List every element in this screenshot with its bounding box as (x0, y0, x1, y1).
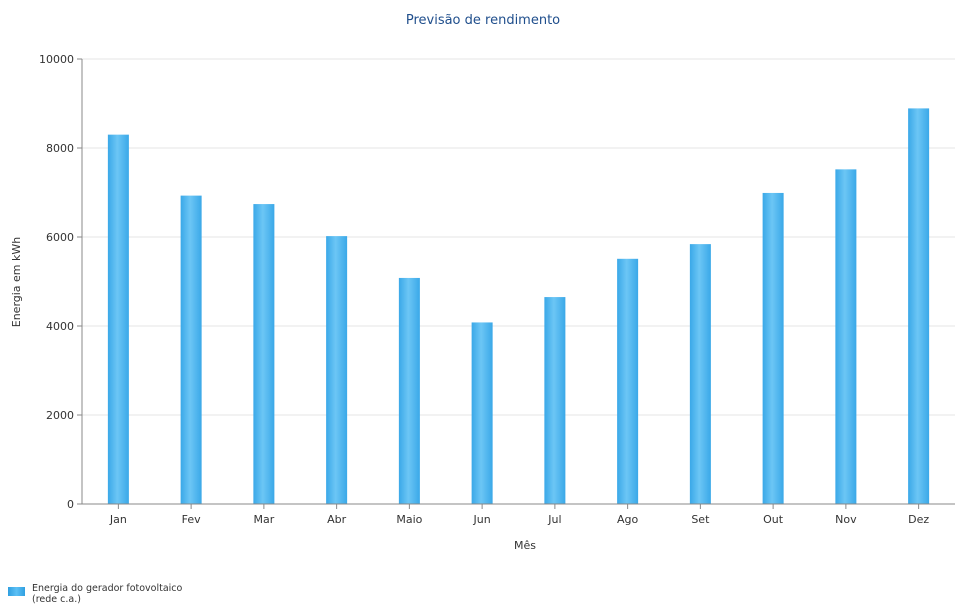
y-tick-label: 0 (67, 498, 74, 511)
x-axis-label: Mês (514, 539, 536, 552)
bar (180, 195, 202, 505)
y-tick-label: 6000 (46, 231, 74, 244)
y-tick-label: 10000 (39, 53, 74, 66)
bar (689, 244, 711, 504)
x-tick-label: Ago (617, 513, 639, 526)
y-tick-label: 8000 (46, 142, 74, 155)
x-tick-label: Jan (109, 513, 127, 526)
bar (107, 134, 129, 504)
x-tick-label: Fev (182, 513, 201, 526)
chart-title: Previsão de rendimento (406, 13, 560, 28)
y-tick-label: 2000 (46, 409, 74, 422)
legend: Energia do gerador fotovoltaico (rede c.… (8, 583, 202, 605)
legend-swatch (8, 587, 25, 596)
x-tick-label: Mar (253, 513, 274, 526)
x-tick-label: Maio (396, 513, 422, 526)
y-tick-labels: 0 2000 4000 6000 8000 10000 (39, 53, 82, 511)
bar (253, 204, 275, 504)
bar (835, 169, 857, 505)
bar (544, 297, 566, 504)
axes (81, 59, 955, 505)
x-tick-label: Jul (547, 513, 561, 526)
x-tick-label: Out (763, 513, 784, 526)
x-tick-label: Abr (327, 513, 347, 526)
x-tick-label: Jun (473, 513, 491, 526)
y-tick-label: 4000 (46, 320, 74, 333)
bar (617, 258, 639, 504)
y-axis-label: Energia em kWh (10, 237, 23, 328)
bar (326, 236, 348, 505)
legend-label: Energia do gerador fotovoltaico (rede c.… (32, 583, 183, 605)
x-tick-label: Set (691, 513, 710, 526)
bar (471, 322, 493, 504)
bar (398, 277, 420, 504)
bars (107, 108, 930, 505)
x-tick-label: Nov (835, 513, 857, 526)
bar (908, 108, 930, 505)
grid-lines (82, 58, 955, 416)
x-tick-labels: Jan Fev Mar Abr Maio Jun Jul Ago Set Out Nov Dez (109, 504, 929, 526)
bar (762, 192, 784, 504)
x-tick-label: Dez (908, 513, 929, 526)
